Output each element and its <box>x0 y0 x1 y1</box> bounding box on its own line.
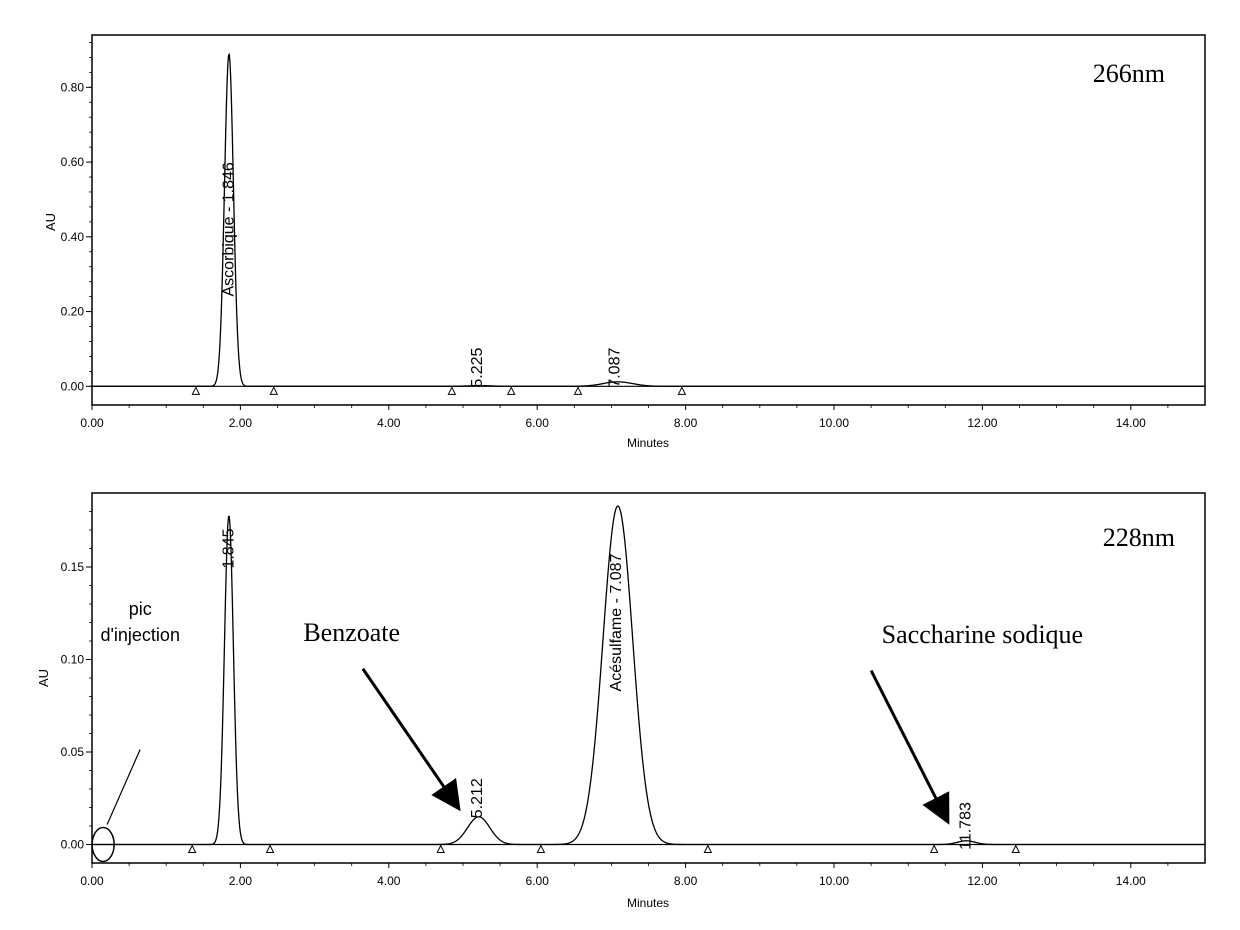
x-tick-label: 14.00 <box>1116 874 1146 888</box>
baseline-marker <box>447 386 457 395</box>
y-tick-label: 0.00 <box>61 838 85 852</box>
baseline-markers <box>187 844 1021 853</box>
x-axis-label: Minutes <box>627 436 669 450</box>
annotation-arrow <box>869 669 950 825</box>
y-tick-label: 0.20 <box>61 305 85 319</box>
baseline-marker <box>536 844 546 853</box>
arrows <box>361 667 950 825</box>
annotation-text: Benzoate <box>303 618 400 647</box>
y-tick-label: 0.15 <box>61 560 85 574</box>
peak-label: 5.212 <box>469 778 486 818</box>
peak-label: 11.783 <box>957 802 974 850</box>
chromatogram-trace <box>92 52 1205 387</box>
baseline-marker <box>677 386 687 395</box>
x-tick-label: 4.00 <box>377 416 401 430</box>
y-tick-label: 0.10 <box>61 653 85 667</box>
wavelength-label: 228nm <box>1103 523 1175 552</box>
annotation-text: d'injection <box>100 625 180 645</box>
peak-label: Acésulfame - 7.087 <box>608 553 625 691</box>
x-tick-label: 4.00 <box>377 874 401 888</box>
y-tick-label: 0.60 <box>61 155 85 169</box>
peak-labels: 1.845 5.212 Acésulfame - 7.087 11.783 <box>220 528 974 849</box>
injection-peak-marker <box>91 826 115 863</box>
x-tick-label: 8.00 <box>674 874 698 888</box>
y-tick-label: 0.05 <box>61 745 85 759</box>
x-tick-label: 10.00 <box>819 416 849 430</box>
baseline-marker <box>703 844 713 853</box>
baseline-marker <box>187 844 197 853</box>
annotation-text: Saccharine sodique <box>882 620 1083 649</box>
baseline-marker <box>1011 844 1021 853</box>
x-tick-label: 2.00 <box>229 874 253 888</box>
y-axis-label: AU <box>36 669 51 687</box>
x-tick-label: 6.00 <box>526 416 550 430</box>
x-tick-label: 10.00 <box>819 874 849 888</box>
chromatogram-266nm: 0.00 0.20 0.40 0.60 0.80 0.00 2.00 4.00 6.00 8.0… <box>43 34 1206 450</box>
baseline-marker <box>191 386 201 395</box>
baseline-marker <box>265 844 275 853</box>
peak-label: 7.087 <box>606 348 623 388</box>
x-tick-label: 12.00 <box>967 874 997 888</box>
y-axis-minor-ticks <box>89 42 92 387</box>
y-tick-label: 0.80 <box>61 80 85 94</box>
baseline-marker <box>436 844 446 853</box>
wavelength-label: 266nm <box>1093 59 1165 88</box>
x-axis-ticks: 0.00 2.00 4.00 6.00 8.00 10.00 12.00 14.00 <box>80 863 1169 888</box>
x-axis-ticks: 0.00 2.00 4.00 6.00 8.00 10.00 12.00 14.00 <box>80 405 1169 430</box>
baseline-marker <box>269 386 279 395</box>
annotation-arrow <box>361 667 461 812</box>
y-axis-ticks: 0.00 0.20 0.40 0.60 0.80 <box>61 80 92 393</box>
peak-labels: Ascorbique - 1.846 5.225 7.087 <box>220 162 623 388</box>
x-tick-label: 6.00 <box>526 874 550 888</box>
peak-label: 5.225 <box>469 348 486 388</box>
plot-frame <box>91 34 1206 406</box>
chromatogram-228nm: 0.00 0.05 0.10 0.15 0.00 2.00 4.00 6.00 8.00 10.… <box>36 492 1206 910</box>
x-tick-label: 8.00 <box>674 416 698 430</box>
chromatogram-trace <box>92 505 1205 846</box>
peak-label: 1.845 <box>220 528 237 568</box>
y-axis-minor-ticks <box>89 511 92 845</box>
baseline-marker <box>929 844 939 853</box>
annotations: pic d'injection Benzoate Saccharine sodique <box>100 599 1083 649</box>
x-axis-label: Minutes <box>627 896 669 910</box>
x-tick-label: 2.00 <box>229 416 253 430</box>
x-tick-label: 12.00 <box>967 416 997 430</box>
x-tick-label: 0.00 <box>80 416 104 430</box>
x-tick-label: 14.00 <box>1116 416 1146 430</box>
peak-label: Ascorbique - 1.846 <box>220 162 237 296</box>
baseline-markers <box>191 386 687 395</box>
y-axis-label: AU <box>43 213 58 231</box>
y-axis-ticks: 0.00 0.05 0.10 0.15 <box>61 560 92 852</box>
y-tick-label: 0.40 <box>61 230 85 244</box>
x-tick-label: 0.00 <box>80 874 104 888</box>
y-tick-label: 0.00 <box>61 379 85 393</box>
baseline-marker <box>506 386 516 395</box>
baseline-marker <box>573 386 583 395</box>
injection-pointer-line <box>106 749 141 825</box>
annotation-text: pic <box>129 599 152 619</box>
